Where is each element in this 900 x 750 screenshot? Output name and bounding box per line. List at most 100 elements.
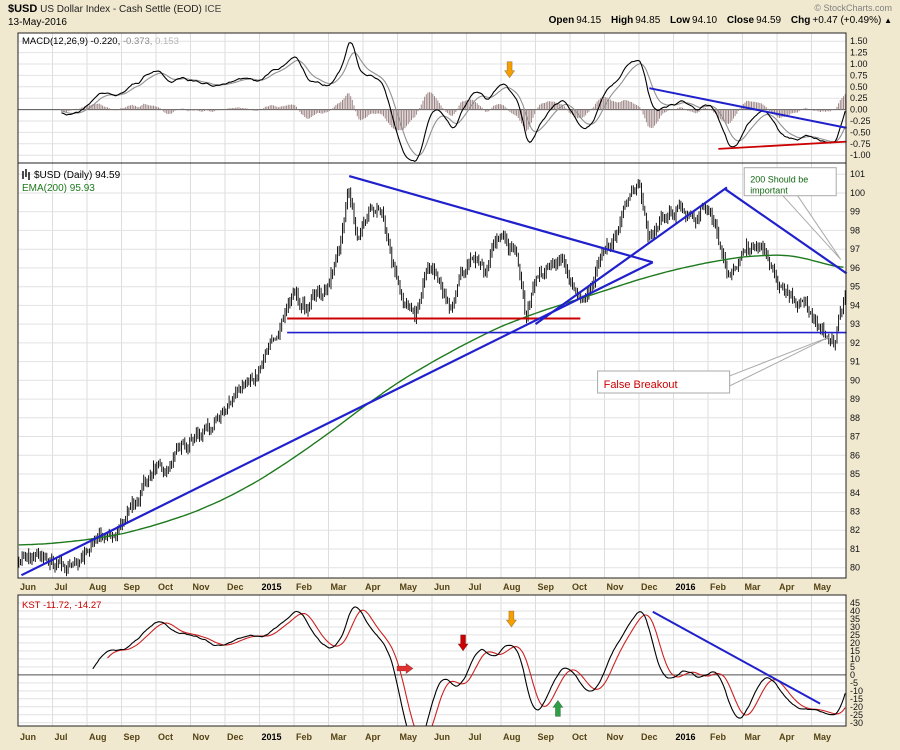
y-axis-label: -0.25 [850, 116, 871, 126]
close-value: 94.59 [756, 15, 782, 26]
month-label: Oct [158, 582, 173, 592]
y-axis-label: -30 [850, 718, 863, 728]
y-axis-label: 0 [850, 670, 855, 680]
macd-support-line [718, 140, 847, 150]
month-label: Nov [193, 732, 210, 742]
y-axis-label: -0.75 [850, 139, 871, 149]
macd-histogram [61, 92, 846, 132]
month-label: Nov [607, 732, 624, 742]
chg-value: +0.47 (+0.49%) [812, 15, 882, 26]
year-label: 2015 [262, 732, 282, 742]
y-axis-label: 5 [850, 662, 855, 672]
month-label: Mar [331, 582, 348, 592]
y-axis-label: 101 [850, 169, 865, 179]
y-axis-label: -25 [850, 710, 863, 720]
month-label: Feb [296, 732, 313, 742]
y-axis-label: 10 [850, 654, 860, 664]
month-label: Jul [469, 732, 482, 742]
y-axis-label: 20 [850, 638, 860, 648]
month-label: Oct [572, 582, 587, 592]
price-trendline [534, 186, 728, 325]
low-value: 94.10 [692, 15, 718, 26]
kst-label: KST -11.72, -14.27 [22, 600, 101, 611]
month-label: Nov [193, 582, 210, 592]
y-axis-label: 80 [850, 563, 860, 573]
kst-signal-line [107, 609, 846, 726]
month-label: Dec [641, 582, 658, 592]
y-axis-label: 88 [850, 413, 860, 423]
price-bars [18, 179, 846, 577]
kst-trendline [652, 610, 821, 705]
y-axis-label: 91 [850, 357, 860, 367]
up-arrow-icon: ▲ [884, 16, 892, 25]
y-axis-label: 84 [850, 488, 860, 498]
month-label: Aug [503, 582, 521, 592]
quote-line: Open 94.15 High 94.85 Low 94.10 Close 94.59 … [542, 15, 892, 26]
price-trendline [724, 188, 848, 275]
month-label: Sep [124, 582, 141, 592]
y-axis-label: 89 [850, 394, 860, 404]
y-axis-label: 0.75 [850, 70, 868, 80]
macd-panel [18, 33, 847, 163]
y-axis-label: 35 [850, 614, 860, 624]
y-axis-label: -5 [850, 678, 858, 688]
month-label: May [400, 582, 418, 592]
macd-label: MACD(12,26,9) -0.220, -0.373, 0.153 [22, 36, 179, 47]
down-arrow-icon [457, 634, 469, 652]
y-axis-label: 92 [850, 338, 860, 348]
macd-signal-line [61, 52, 846, 157]
month-label: Sep [538, 582, 555, 592]
y-axis-label: -15 [850, 694, 863, 704]
macd-trendline [649, 87, 847, 129]
month-label: Dec [227, 582, 244, 592]
high-value: 94.85 [635, 15, 661, 26]
month-label: Feb [296, 582, 313, 592]
up-arrow-icon [552, 699, 564, 717]
copyright-link[interactable]: © StockCharts.com [814, 3, 892, 13]
y-axis-label: 81 [850, 544, 860, 554]
down-arrow-icon [504, 61, 516, 79]
y-axis-label: 25 [850, 630, 860, 640]
y-axis-label: 0.50 [850, 82, 868, 92]
month-label: Mar [745, 582, 762, 592]
y-axis-label: 1.25 [850, 48, 868, 58]
month-label: Oct [158, 732, 173, 742]
month-label: Jun [20, 732, 36, 742]
month-label: Aug [89, 732, 107, 742]
month-label: Apr [365, 582, 381, 592]
y-axis-label: 82 [850, 525, 860, 535]
y-axis-label: 100 [850, 188, 865, 198]
open-value: 94.15 [576, 15, 602, 26]
macd-series [61, 42, 846, 163]
month-label: Jun [20, 582, 36, 592]
month-label: Apr [365, 732, 381, 742]
y-axis-label: 95 [850, 282, 860, 292]
macd-line [61, 42, 846, 163]
month-label: Jul [55, 582, 68, 592]
close-label: Close [726, 15, 755, 26]
y-axis-label: 0.25 [850, 93, 868, 103]
annotation-box [743, 167, 837, 197]
symbol-description: US Dollar Index - Cash Settle (EOD) [40, 4, 202, 15]
month-label: Aug [503, 732, 521, 742]
month-label: Mar [745, 732, 762, 742]
annotation-text: 200 Should be [750, 175, 808, 185]
y-axis-label: 85 [850, 469, 860, 479]
y-axis-label: 1.00 [850, 59, 868, 69]
month-label: May [814, 582, 832, 592]
symbol: $USD [8, 3, 38, 15]
y-axis-label: 90 [850, 375, 860, 385]
month-label: Sep [124, 732, 141, 742]
y-axis-label: 96 [850, 263, 860, 273]
y-axis-label: 45 [850, 598, 860, 608]
kst-panel [18, 595, 846, 726]
month-label: Jul [55, 732, 68, 742]
month-label: Dec [227, 732, 244, 742]
high-label: High [611, 15, 634, 26]
month-label: Nov [607, 582, 624, 592]
month-label: Jul [469, 582, 482, 592]
month-label: May [400, 732, 418, 742]
kst-line [92, 606, 846, 726]
